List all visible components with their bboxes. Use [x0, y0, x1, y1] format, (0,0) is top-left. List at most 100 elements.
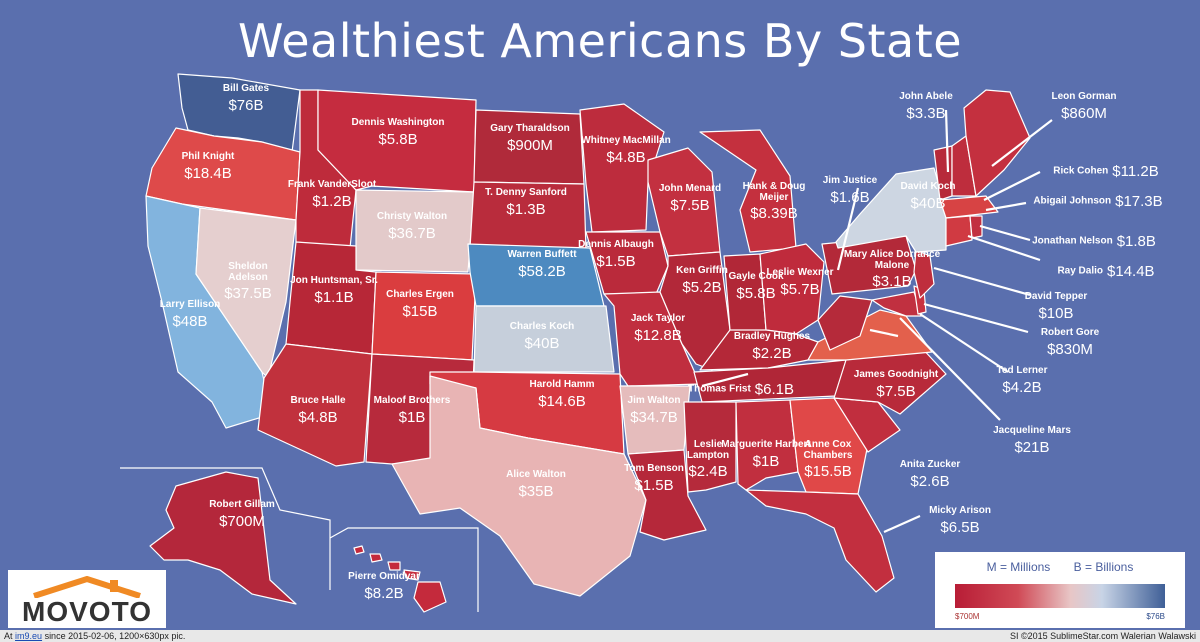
- net-worth: $3.1B: [872, 273, 912, 290]
- person-name: Ken Griffin: [676, 265, 728, 276]
- leader-lines: [701, 109, 1053, 534]
- net-worth: $35B: [518, 482, 554, 500]
- state-label-ks: Charles Koch $40B: [482, 321, 602, 352]
- state-label-ct: Ray Dalio $14.4B: [1041, 264, 1171, 281]
- person-name: Dennis Albaugh: [578, 239, 654, 250]
- state-ak: [149, 471, 297, 605]
- person-name: Dennis Washington: [351, 117, 445, 128]
- state-label-wi: John Menard $7.5B: [650, 183, 730, 214]
- person-name: Rick Cohen: [1053, 165, 1109, 177]
- state-label-sc: Anita Zucker $2.6B: [890, 459, 970, 489]
- person-name: Pierre Omidyar: [348, 571, 420, 582]
- person-name: Gayle Cook: [728, 271, 784, 282]
- state-label-nm: Maloof Brothers $1B: [362, 395, 462, 426]
- net-worth: $5.2B: [682, 278, 722, 296]
- house-roof-icon: [33, 576, 141, 598]
- state-label-nv: Sheldon Adelson $37.5B: [208, 261, 288, 302]
- state-label-hi: Pierre Omidyar $8.2B: [344, 571, 424, 602]
- person-name: Leon Gorman: [1051, 91, 1117, 102]
- state-label-il: Ken Griffin $5.2B: [662, 265, 742, 296]
- legend-high-label: $76B: [1146, 612, 1165, 621]
- person-name: Hank & Doug Meijer: [742, 181, 806, 203]
- leader-line: [919, 313, 1009, 373]
- person-name: Micky Arison: [929, 505, 991, 516]
- person-name: Robert Gore: [1040, 327, 1100, 338]
- net-worth: $1B: [398, 408, 426, 426]
- net-worth: $17.3B: [1115, 193, 1163, 210]
- state-label-oh: Leslie Wexner $5.7B: [760, 267, 840, 298]
- image-footer: At im9.eu since 2015-02-06, 1200×630px p…: [0, 630, 1200, 642]
- net-worth: $14.6B: [538, 392, 586, 410]
- net-worth: $18.4B: [184, 164, 232, 182]
- person-name: Anita Zucker: [899, 459, 961, 470]
- leader-line: [701, 372, 749, 388]
- person-name: Jack Taylor: [630, 313, 686, 324]
- person-name: Ted Lerner: [996, 365, 1048, 376]
- state-label-sd: T. Denny Sanford $1.3B: [471, 187, 581, 218]
- state-ia: [585, 231, 669, 295]
- net-worth: $34.7B: [630, 408, 678, 426]
- leader-line: [923, 302, 1029, 334]
- leader-line: [869, 328, 899, 338]
- net-worth: $4.8B: [606, 148, 646, 166]
- state-label-pa: Mary Alice Dorrance Malone $3.1B: [837, 249, 947, 290]
- person-name: Marguerite Harbert: [721, 439, 811, 450]
- person-name: David Tepper: [1024, 291, 1088, 302]
- person-name: Bill Gates: [222, 83, 270, 94]
- net-worth: $5.7B: [780, 280, 820, 298]
- state-label-ne: Warren Buffett $58.2B: [482, 249, 602, 280]
- footer-site-link[interactable]: im9.eu: [15, 631, 43, 641]
- legend-millions: M = Millions: [986, 560, 1051, 574]
- state-label-ok: Harold Hamm $14.6B: [512, 379, 612, 410]
- net-worth: $58.2B: [518, 262, 566, 280]
- logo-text: MOVOTO: [22, 596, 152, 627]
- net-worth: $36.7B: [388, 224, 436, 242]
- state-label-wv: Jim Justice $1.6B: [810, 175, 890, 205]
- leader-line: [933, 266, 1031, 297]
- person-name: Christy Walton: [376, 211, 448, 222]
- state-label-tn: Thomas Frist $6.1B: [688, 382, 794, 399]
- net-worth: $3.3B: [906, 104, 946, 122]
- state-tx: [391, 375, 647, 597]
- state-label-or: Phil Knight $18.4B: [168, 151, 248, 182]
- person-name: John Abele: [899, 91, 953, 102]
- state-label-ri: Jonathan Nelson $1.8B: [1019, 234, 1169, 251]
- net-worth: $7.5B: [670, 196, 710, 214]
- net-worth: $21B: [1014, 438, 1050, 456]
- leader-line: [836, 187, 860, 271]
- footer-since: since 2015-02-06, 1200×630px pic.: [44, 631, 186, 641]
- inset-borders: [120, 467, 479, 612]
- leader-line: [979, 224, 1031, 242]
- person-name: Bradley Hughes: [733, 331, 811, 342]
- person-name: Warren Buffett: [507, 249, 577, 260]
- state-label-id: Frank VanderSloot $1.2B: [287, 179, 377, 210]
- net-worth: $76B: [228, 96, 264, 114]
- state-me: [963, 89, 1031, 197]
- net-worth: $8.2B: [364, 584, 404, 602]
- person-name: Tom Benson: [624, 463, 684, 474]
- legend: M = Millions B = Billions $700M $76B: [935, 552, 1185, 628]
- net-worth: $8.39B: [750, 205, 798, 222]
- net-worth: $48B: [172, 312, 208, 330]
- state-label-ny: David Koch $40B: [893, 181, 963, 211]
- person-name: Larry Ellison: [159, 299, 221, 310]
- state-label-ms: Leslie Lampton $2.4B: [673, 439, 743, 480]
- state-wv: [817, 295, 873, 351]
- state-label-mt: Dennis Washington $5.8B: [343, 117, 453, 147]
- person-name: Charles Ergen: [386, 289, 454, 300]
- net-worth: $1.2B: [312, 192, 352, 210]
- net-worth: $6.1B: [754, 381, 794, 398]
- state-il: [659, 251, 731, 371]
- net-worth: $2.2B: [752, 344, 792, 362]
- net-worth: $900M: [507, 136, 553, 154]
- net-worth: $40B: [524, 334, 560, 352]
- state-label-md: Ted Lerner $4.2B: [982, 365, 1062, 395]
- person-name: David Koch: [900, 181, 956, 192]
- state-label-nc: James Goodnight $7.5B: [836, 369, 956, 399]
- net-worth: $860M: [1061, 104, 1107, 122]
- person-name: Jim Justice: [822, 175, 878, 186]
- net-worth: $1.3B: [506, 200, 546, 218]
- net-worth: $5.8B: [736, 284, 776, 302]
- person-name: Sheldon Adelson: [228, 261, 268, 283]
- state-ky: [699, 329, 819, 371]
